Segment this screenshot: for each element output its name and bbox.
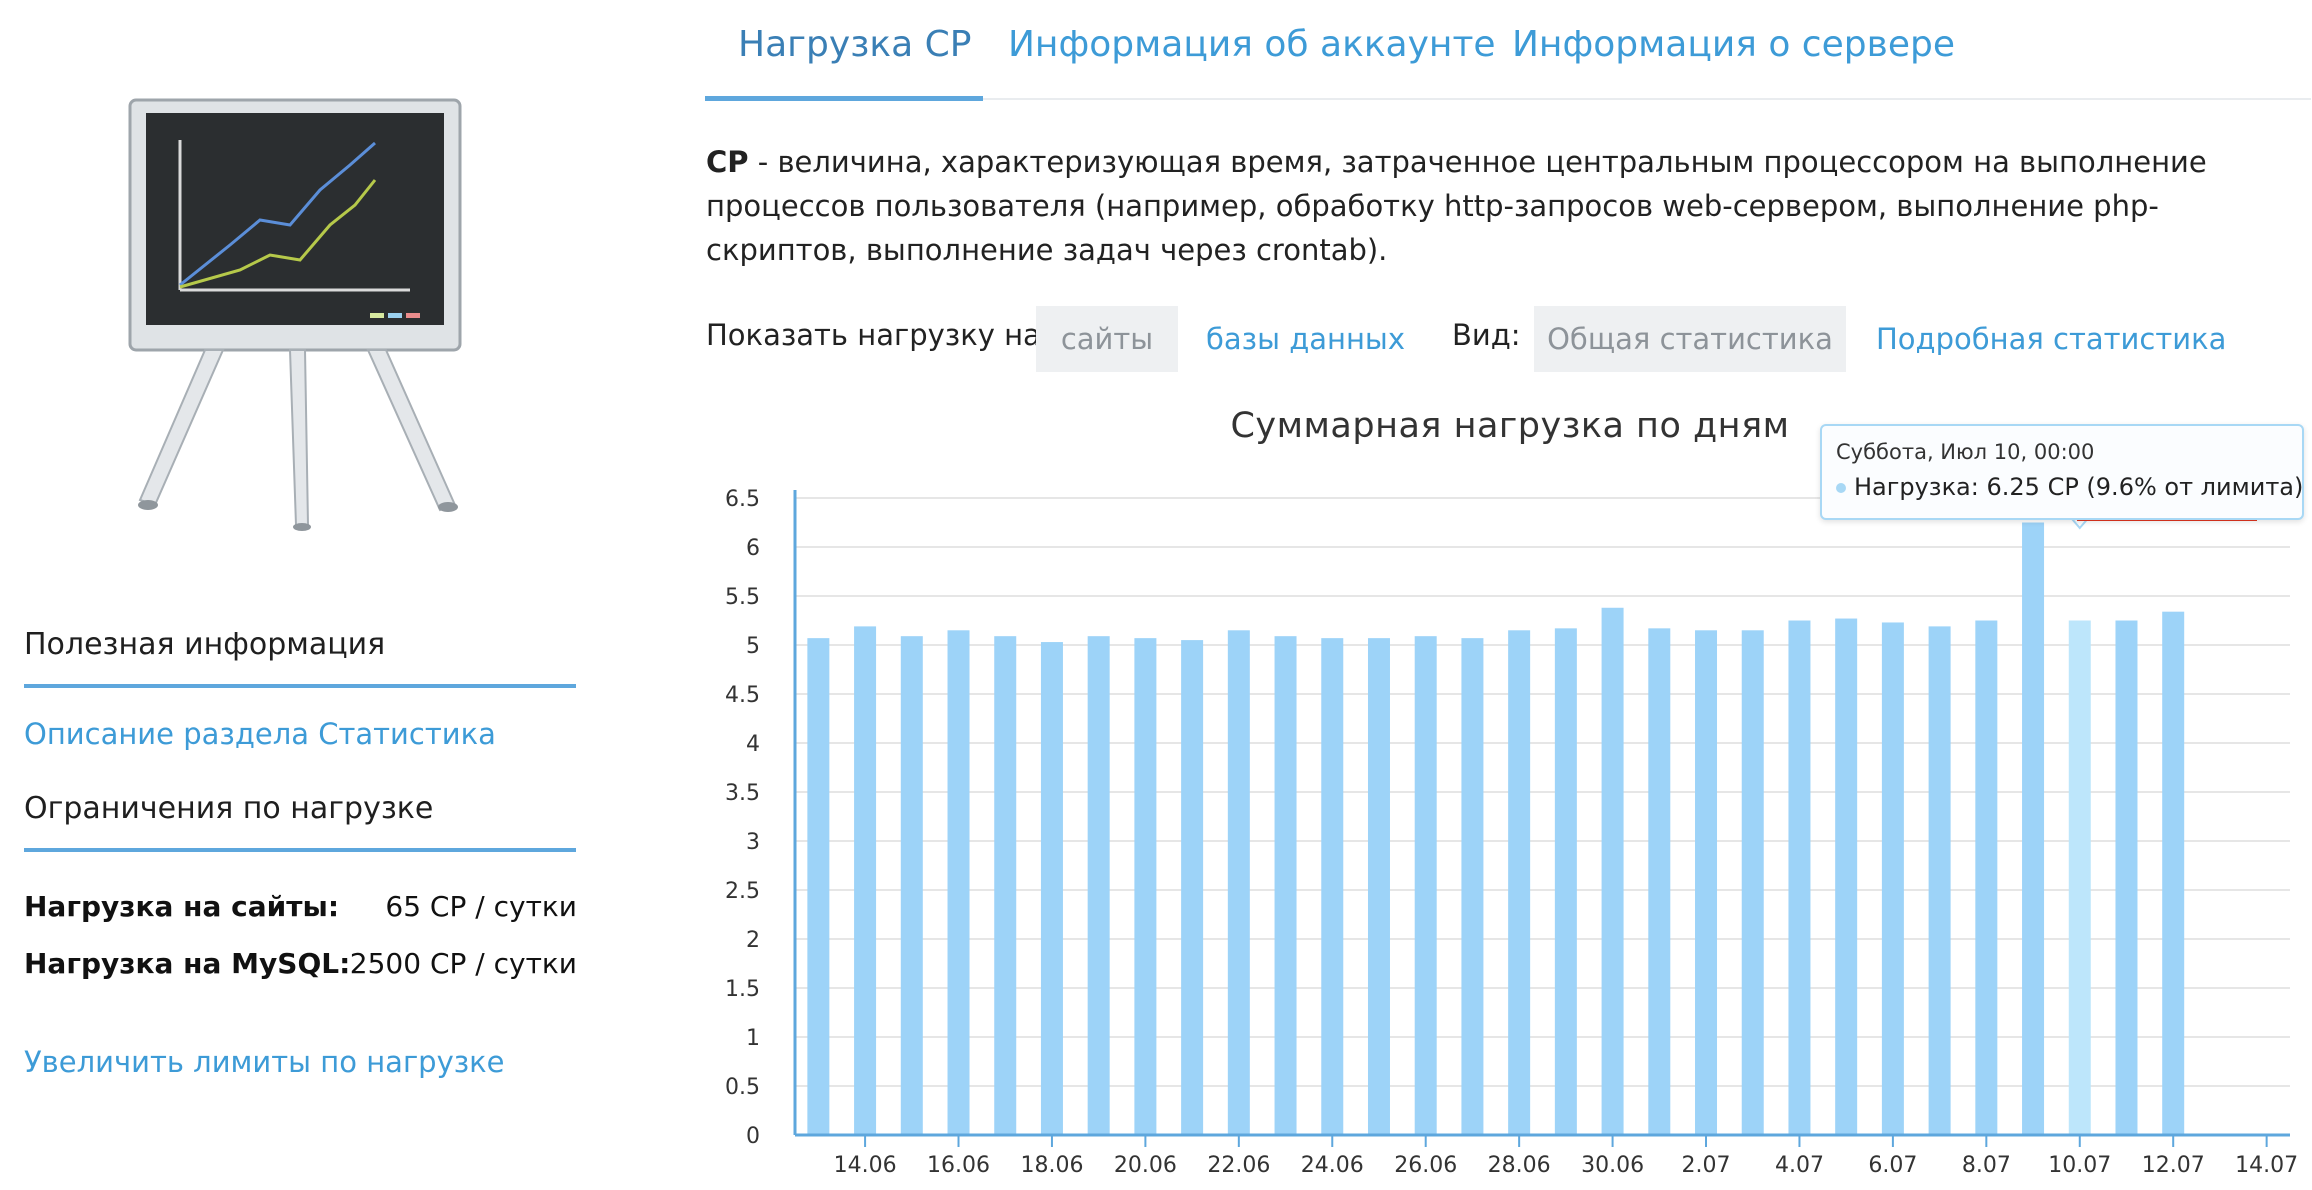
y-tick-label: 5 <box>746 634 760 659</box>
bar <box>1554 628 1577 1135</box>
bar <box>1975 620 1998 1135</box>
y-tick-label: 1.5 <box>725 977 760 1002</box>
tooltip-series-label: Нагрузка: <box>1854 473 1979 501</box>
y-tick-label: 3.5 <box>725 781 760 806</box>
x-tick-label: 26.06 <box>1394 1153 1457 1178</box>
statistics-description-link[interactable]: Описание раздела Статистика <box>24 717 496 751</box>
y-tick-label: 1 <box>746 1026 760 1051</box>
bar <box>807 638 830 1135</box>
y-tick-label: 0 <box>746 1124 760 1149</box>
y-tick-label: 4 <box>746 732 760 757</box>
bar <box>1741 630 1764 1135</box>
x-tick-label: 6.07 <box>1868 1153 1917 1178</box>
x-tick-label: 18.06 <box>1020 1153 1083 1178</box>
x-tick-label: 30.06 <box>1581 1153 1644 1178</box>
x-tick-label: 14.06 <box>834 1153 897 1178</box>
bar <box>994 636 1017 1135</box>
bar <box>1087 636 1110 1135</box>
tab-server-info[interactable]: Информация о сервере <box>1512 24 1955 65</box>
x-tick-label: 20.06 <box>1114 1153 1177 1178</box>
view-label: Вид: <box>1452 318 1521 352</box>
cp-description-text: - величина, характеризующая время, затра… <box>706 145 2207 267</box>
active-tab-indicator <box>705 96 983 101</box>
show-load-label: Показать нагрузку на: <box>706 318 1051 352</box>
bar <box>2115 620 2138 1135</box>
y-tick-label: 4.5 <box>725 683 760 708</box>
bar <box>1274 636 1297 1135</box>
tooltip-value: 6.25 CP (9.6% от лимита) <box>1986 473 2304 501</box>
x-tick-label: 10.07 <box>2048 1153 2111 1178</box>
bar <box>1040 642 1063 1135</box>
tooltip-date: Суббота, Июл 10, 00:00 <box>1836 440 2095 464</box>
x-tick-label: 12.07 <box>2142 1153 2205 1178</box>
bar <box>1648 628 1671 1135</box>
bar <box>1881 622 1904 1135</box>
tabs-baseline <box>705 98 2311 100</box>
x-tick-label: 16.06 <box>927 1153 990 1178</box>
bar <box>1928 626 1951 1135</box>
y-tick-label: 3 <box>746 830 760 855</box>
filter-sites-button[interactable]: сайты <box>1036 306 1178 372</box>
bar <box>1321 638 1344 1135</box>
filter-databases-button[interactable]: базы данных <box>1206 322 1405 356</box>
bar <box>1695 630 1718 1135</box>
tab-account-info[interactable]: Информация об аккаунте <box>1008 24 1496 65</box>
useful-info-divider <box>24 684 576 688</box>
bar <box>1835 618 1858 1135</box>
y-tick-label: 0.5 <box>725 1075 760 1100</box>
bar <box>2162 611 2185 1135</box>
chart-tooltip: Суббота, Июл 10, 00:00 Нагрузка: 6.25 CP… <box>1820 424 2304 520</box>
x-tick-label: 4.07 <box>1775 1153 1824 1178</box>
y-tick-label: 6 <box>746 536 760 561</box>
bar <box>2022 522 2045 1135</box>
x-tick-label: 8.07 <box>1962 1153 2011 1178</box>
bar <box>854 626 877 1135</box>
view-detailed-button[interactable]: Подробная статистика <box>1876 322 2227 356</box>
tooltip-value-row: Нагрузка: 6.25 CP (9.6% от лимита) <box>1836 473 2303 501</box>
y-tick-label: 5.5 <box>725 585 760 610</box>
x-tick-label: 28.06 <box>1488 1153 1551 1178</box>
mysql-limit-label: Нагрузка на MySQL: <box>24 947 351 980</box>
bar <box>1181 640 1204 1135</box>
load-limits-heading: Ограничения по нагрузке <box>24 791 434 826</box>
bar <box>1788 620 1811 1135</box>
x-tick-label: 22.06 <box>1207 1153 1270 1178</box>
bar <box>1414 636 1437 1135</box>
tab-cp-load[interactable]: Нагрузка CP <box>738 24 972 65</box>
cp-description: CP - величина, характеризующая время, за… <box>706 140 2306 272</box>
presentation-easel-icon <box>128 98 462 531</box>
x-tick-label: 2.07 <box>1682 1153 1731 1178</box>
bar <box>1601 607 1624 1135</box>
bar <box>1367 638 1390 1135</box>
bar <box>947 630 970 1135</box>
bar <box>1227 630 1250 1135</box>
y-tick-label: 2 <box>746 928 760 953</box>
load-limits-divider <box>24 848 576 852</box>
x-tick-label: 24.06 <box>1301 1153 1364 1178</box>
series-dot-icon <box>1836 483 1846 493</box>
sites-limit-value: 65 CP / сутки <box>385 890 577 923</box>
x-tick-label: 14.07 <box>2235 1153 2298 1178</box>
useful-info-heading: Полезная информация <box>24 627 386 662</box>
y-tick-label: 2.5 <box>725 879 760 904</box>
sites-limit-label: Нагрузка на сайты: <box>24 890 340 923</box>
bar <box>900 636 923 1135</box>
bar <box>1134 638 1157 1135</box>
view-general-button[interactable]: Общая статистика <box>1534 306 1846 372</box>
bar <box>1508 630 1531 1135</box>
mysql-limit-value: 2500 CP / сутки <box>349 947 577 980</box>
bar <box>1461 638 1484 1135</box>
chart-title: Суммарная нагрузка по дням <box>1230 406 1790 446</box>
cp-term: CP <box>706 145 749 179</box>
increase-limits-link[interactable]: Увеличить лимиты по нагрузке <box>24 1045 505 1079</box>
bar <box>2068 620 2091 1135</box>
y-tick-label: 6.5 <box>725 487 760 512</box>
